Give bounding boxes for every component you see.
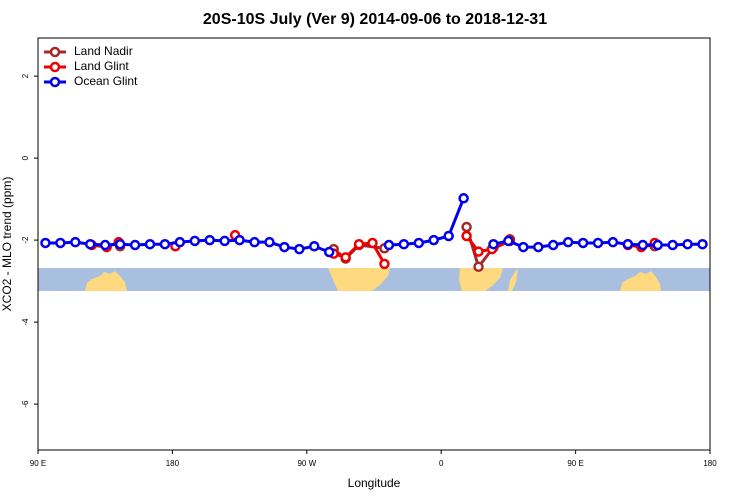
point (340, 252, 351, 263)
point (379, 258, 390, 270)
point (488, 238, 499, 250)
point (174, 236, 186, 248)
x-tick-label: 90 W (297, 459, 316, 468)
point (637, 239, 649, 251)
point (413, 237, 425, 249)
y-tick-label: -4 (21, 318, 30, 326)
legend-marker (49, 76, 61, 88)
point (461, 221, 472, 233)
plot-frame (37, 37, 711, 451)
point (309, 241, 320, 252)
x-tick-label: 90 E (567, 459, 583, 468)
point (129, 239, 141, 251)
point (697, 238, 708, 250)
point (682, 238, 693, 250)
land (620, 271, 661, 291)
point (473, 261, 484, 273)
y-tick-label: -2 (21, 236, 30, 244)
legend-label: Ocean Glint (74, 74, 138, 88)
chart-title: 20S-10S July (Ver 9) 2014-09-06 to 2018-… (203, 11, 547, 28)
land (459, 268, 503, 291)
map-band (38, 268, 710, 291)
point (473, 246, 484, 257)
point (234, 234, 245, 246)
point (443, 230, 454, 242)
point (264, 236, 275, 248)
point (70, 236, 81, 248)
legend-label: Land Nadir (74, 44, 133, 58)
land (508, 268, 518, 291)
y-tick-label: 2 (21, 73, 30, 78)
y-tick-label: 0 (21, 155, 30, 160)
point (458, 193, 469, 204)
point (533, 241, 544, 253)
point (622, 238, 634, 250)
point (99, 239, 111, 251)
point (323, 246, 335, 258)
x-tick-label: 180 (166, 459, 180, 468)
legend-label: Land Glint (74, 59, 129, 73)
point (353, 238, 365, 250)
point (398, 238, 410, 250)
point (667, 239, 678, 251)
x-tick-label: 180 (703, 459, 717, 468)
legend-marker (49, 61, 61, 73)
point (518, 241, 529, 253)
point (55, 237, 66, 249)
point (383, 239, 395, 251)
y-axis-label: XCO2 - MLO trend (ppm) (0, 177, 14, 312)
point (279, 241, 290, 253)
point (189, 235, 201, 247)
point (85, 238, 96, 250)
point (607, 236, 619, 248)
land (328, 268, 390, 291)
point (652, 239, 663, 251)
y-tick-label: -6 (21, 400, 30, 408)
point (159, 238, 171, 250)
point (461, 230, 472, 242)
point (367, 237, 378, 249)
legend-marker (49, 46, 61, 58)
point (40, 237, 51, 249)
point (592, 237, 604, 249)
x-tick-label: 90 E (30, 459, 46, 468)
x-tick-label: 0 (439, 459, 444, 468)
land (85, 271, 127, 291)
point (219, 235, 230, 247)
point (204, 234, 215, 246)
point (294, 243, 305, 255)
point (144, 238, 156, 250)
point (114, 238, 126, 250)
point (249, 236, 260, 248)
point (547, 239, 559, 251)
point (503, 235, 514, 247)
point (428, 234, 439, 246)
x-axis-label: Longitude (348, 476, 401, 490)
point (562, 236, 574, 248)
point (577, 237, 589, 249)
